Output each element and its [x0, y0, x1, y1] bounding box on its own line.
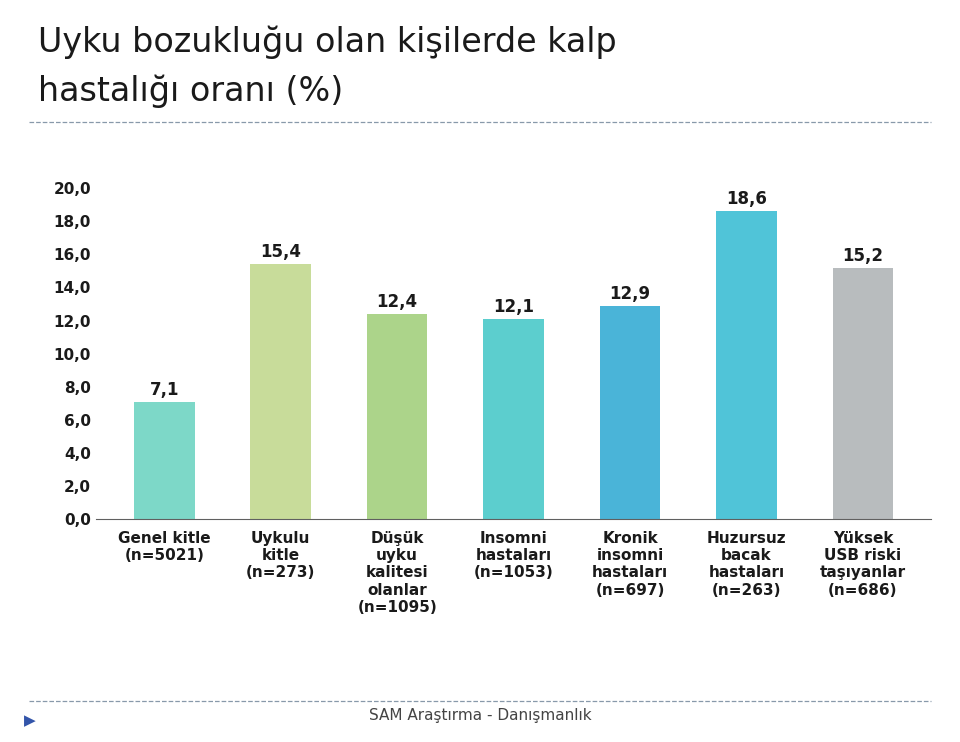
Text: hastalığı oranı (%): hastalığı oranı (%) — [38, 74, 344, 108]
Text: ▶: ▶ — [24, 714, 36, 729]
Bar — [483, 319, 544, 519]
Text: 12,1: 12,1 — [493, 298, 534, 316]
Text: 15,4: 15,4 — [260, 243, 301, 261]
Bar — [367, 314, 427, 519]
Text: 18,6: 18,6 — [726, 190, 767, 209]
Text: 12,4: 12,4 — [376, 293, 418, 311]
Bar — [832, 268, 893, 519]
Bar — [251, 264, 311, 519]
Text: SAM Araştırma - Danışmanlık: SAM Araştırma - Danışmanlık — [369, 709, 591, 723]
Text: Uyku bozukluğu olan kişilerde kalp: Uyku bozukluğu olan kişilerde kalp — [38, 26, 617, 59]
Bar — [134, 401, 195, 519]
Bar — [716, 211, 777, 519]
Text: 7,1: 7,1 — [150, 381, 179, 398]
Text: 15,2: 15,2 — [843, 246, 883, 265]
Text: 12,9: 12,9 — [610, 285, 651, 303]
Bar — [600, 306, 660, 519]
